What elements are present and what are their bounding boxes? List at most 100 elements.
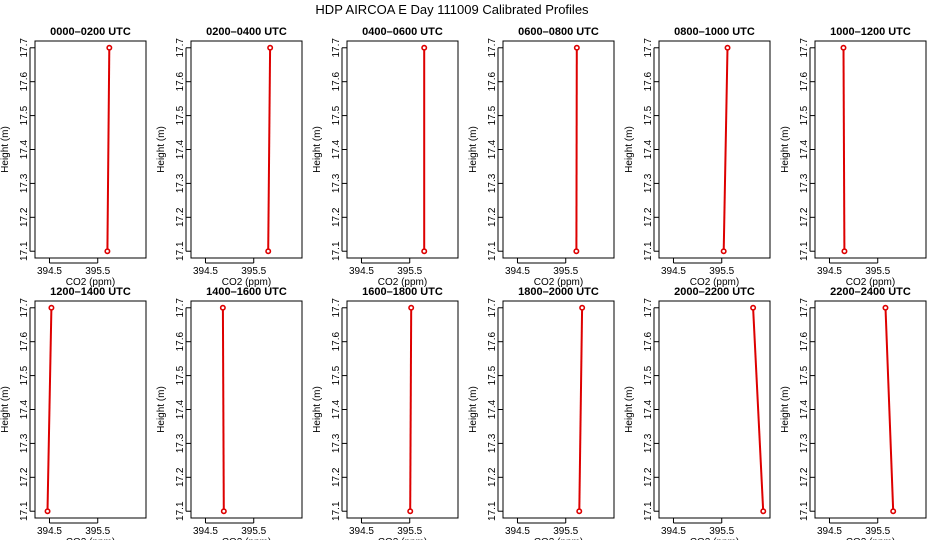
plot-frame [502,40,615,259]
y-tick-label: 17.4 [331,399,342,419]
y-tick-label: 17.5 [19,105,30,125]
y-tick-label: 17.4 [487,399,498,419]
y-tick-label: 17.3 [799,433,810,453]
plot-frame [346,300,459,519]
y-tick-label: 17.2 [487,207,498,227]
y-tick-label: 17.6 [175,72,186,92]
panel-title: 0000–0200 UTC [50,26,131,38]
y-tick-label: 17.2 [487,467,498,487]
plot-frame [658,300,771,519]
y-tick-label: 17.6 [331,72,342,92]
panel-title: 1600–1800 UTC [362,286,443,298]
x-tick-label: 395.5 [397,526,422,537]
x-tick-label: 394.5 [505,266,530,277]
y-tick-label: 17.6 [331,332,342,352]
profile-line [884,307,895,512]
plot-frame [658,40,771,259]
plot-frame [814,300,927,519]
y-tick-label: 17.7 [799,298,810,318]
y-tick-label: 17.5 [799,365,810,385]
y-tick-label: 17.6 [643,72,654,92]
profile-point [573,44,580,51]
y-axis-title: Height (m) [156,386,167,433]
profile-panel: 1000–1200 UTC 17.1 17.2 17.3 17.4 17.5 17.6 17.… [780,26,927,288]
y-tick-label: 17.3 [19,173,30,193]
x-axis-title: CO2 (ppm) [378,537,427,540]
x-tick-label: 395.5 [85,266,110,277]
y-tick-label: 17.4 [175,399,186,419]
y-tick-label: 17.7 [487,38,498,58]
panel-title: 0800–1000 UTC [674,26,755,38]
y-tick-label: 17.1 [331,501,342,521]
x-tick-label: 395.5 [397,266,422,277]
y-tick-label: 17.7 [175,38,186,58]
x-axis-title: CO2 (ppm) [690,277,739,288]
x-tick-label: 394.5 [193,266,218,277]
plot-frame [346,40,459,259]
profile-point [408,304,415,311]
y-axis-title: Height (m) [780,126,791,173]
profile-line [722,47,729,252]
y-axis-title: Height (m) [0,386,11,433]
y-tick-label: 17.7 [643,298,654,318]
y-tick-label: 17.3 [331,173,342,193]
y-axis-title: Height (m) [468,126,479,173]
panel-title: 0400–0600 UTC [362,26,443,38]
profile-point [882,304,889,311]
y-tick-label: 17.5 [643,365,654,385]
x-axis-title: CO2 (ppm) [846,277,895,288]
y-tick-label: 17.3 [487,433,498,453]
y-tick-label: 17.4 [643,399,654,419]
y-tick-label: 17.5 [331,365,342,385]
x-tick-label: 395.5 [553,526,578,537]
y-tick-label: 17.6 [799,72,810,92]
profile-panel: 2000–2200 UTC 17.1 17.2 17.3 17.4 17.5 17.6 17.… [624,286,771,540]
y-tick-label: 17.7 [19,38,30,58]
x-tick-label: 394.5 [37,526,62,537]
x-axis-title: CO2 (ppm) [534,537,583,540]
panel-title: 1800–2000 UTC [518,286,599,298]
y-tick-label: 17.3 [799,173,810,193]
y-tick-label: 17.6 [19,332,30,352]
plot-frame [190,300,303,519]
profile-point [265,248,272,255]
y-tick-label: 17.4 [331,139,342,159]
x-tick-label: 395.5 [709,266,734,277]
profile-line [409,307,413,512]
x-tick-label: 394.5 [817,526,842,537]
y-tick-label: 17.1 [799,501,810,521]
y-tick-label: 17.3 [175,433,186,453]
profile-point [840,44,847,51]
y-tick-label: 17.7 [643,38,654,58]
y-axis-title: Height (m) [156,126,167,173]
y-tick-label: 17.6 [487,332,498,352]
profile-panel: 1600–1800 UTC 17.1 17.2 17.3 17.4 17.5 17.6 17.… [312,286,459,540]
y-tick-label: 17.5 [19,365,30,385]
y-tick-label: 17.1 [487,241,498,261]
y-tick-label: 17.5 [487,105,498,125]
y-tick-label: 17.6 [19,72,30,92]
profile-panel: 0600–0800 UTC 17.1 17.2 17.3 17.4 17.5 17.6 17.… [468,26,615,288]
y-tick-label: 17.7 [799,38,810,58]
y-tick-label: 17.7 [175,298,186,318]
profile-point [841,248,848,255]
y-tick-label: 17.4 [175,139,186,159]
x-axis-title: CO2 (ppm) [66,277,115,288]
x-tick-label: 394.5 [349,266,374,277]
x-tick-label: 394.5 [661,526,686,537]
y-tick-label: 17.1 [643,501,654,521]
y-axis-title: Height (m) [312,386,323,433]
x-tick-label: 395.5 [85,526,110,537]
profile-line [842,47,846,252]
panel-grid: 0000–0200 UTC 17.1 17.2 17.3 17.4 17.5 17.6 17.… [0,26,927,540]
x-tick-label: 395.5 [865,526,890,537]
y-tick-label: 17.1 [19,241,30,261]
x-tick-label: 394.5 [37,266,62,277]
y-tick-label: 17.4 [643,139,654,159]
y-tick-label: 17.7 [331,298,342,318]
plot-frame [190,40,303,259]
panel-title: 1200–1400 UTC [50,286,131,298]
y-tick-label: 17.7 [19,298,30,318]
y-tick-label: 17.2 [175,467,186,487]
plot-frame [34,40,147,259]
